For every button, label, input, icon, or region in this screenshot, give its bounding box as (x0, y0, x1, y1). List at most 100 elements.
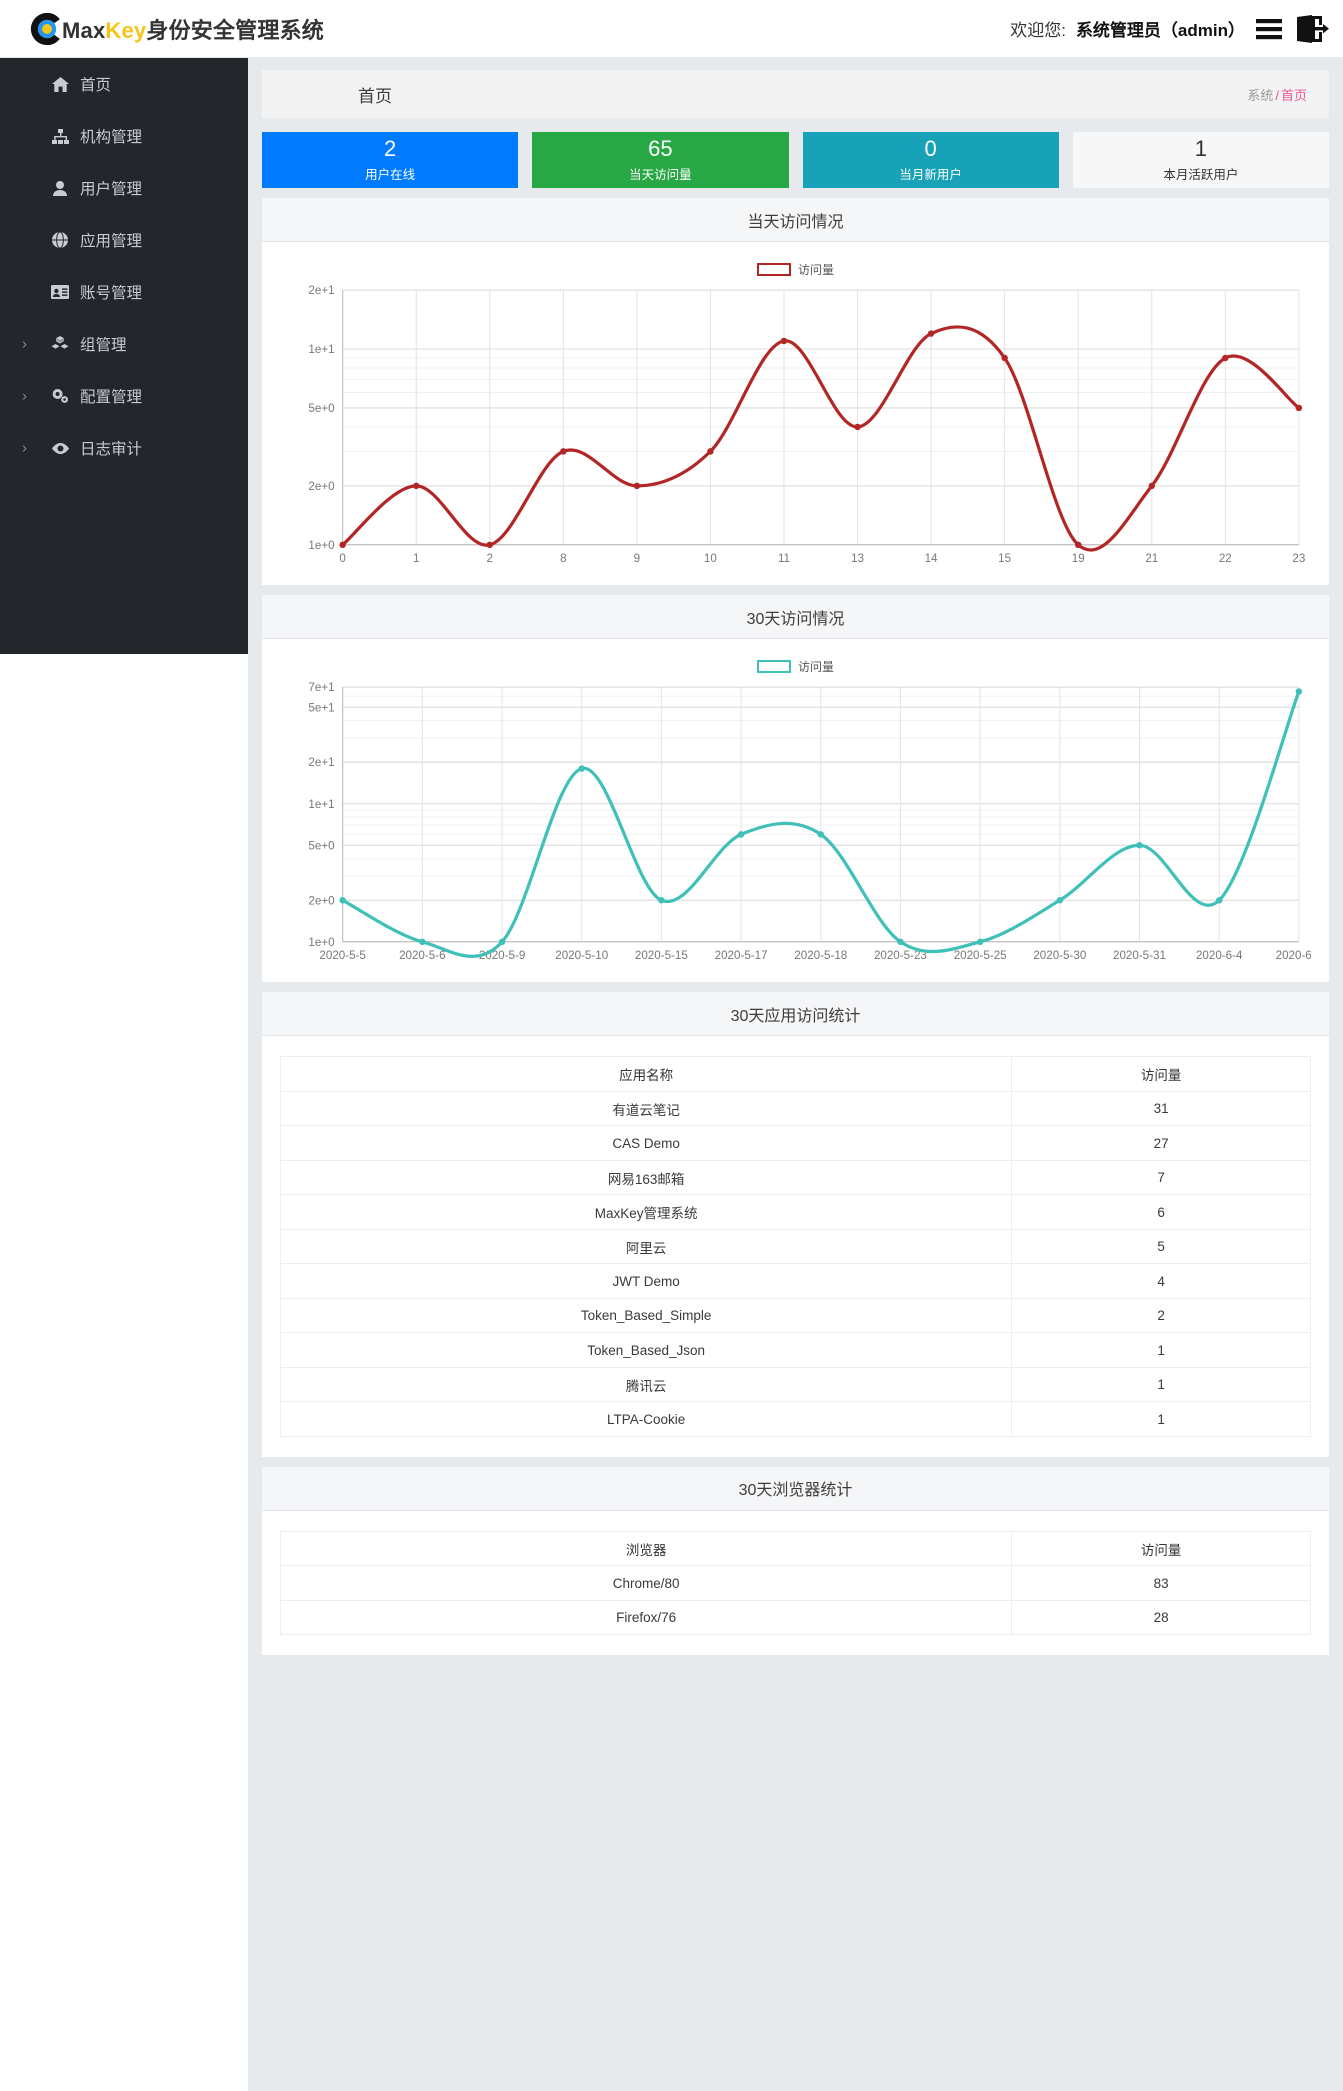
chart-canvas-month: 1e+0 2e+0 5e+0 1e+1 2e+1 5e+1 7e+1 2020-5-5 2020… (308, 681, 1311, 962)
table-cell: 1 (1011, 1332, 1311, 1368)
table-header-cell: 访问量 (1011, 1056, 1311, 1092)
svg-text:2020-5-6: 2020-5-6 (399, 949, 445, 962)
table-cell: Token_Based_Json (279, 1332, 1013, 1368)
svg-text:2020-5-30: 2020-5-30 (1033, 949, 1086, 962)
home-icon (49, 74, 71, 94)
table-cell: CAS Demo (279, 1125, 1013, 1161)
legend-label-today: 访问量 (797, 262, 834, 277)
table-row: Firefox/76 28 (279, 1599, 1311, 1636)
sidebar-item-account[interactable]: 账号管理 (0, 266, 248, 318)
id-card-icon (49, 282, 71, 302)
table-cell: 阿里云 (279, 1228, 1013, 1265)
table-row: 有道云笔记 31 (279, 1090, 1311, 1127)
table-header-cell: 访问量 (1011, 1530, 1311, 1567)
panel-title-browser-stats: 30天浏览器统计 (262, 1466, 1329, 1511)
sidebar-item-org[interactable]: 机构管理 (0, 110, 248, 162)
table-cell: 网易163邮箱 (279, 1159, 1013, 1196)
svg-text:0: 0 (339, 552, 345, 565)
logout-icon[interactable] (1295, 14, 1329, 43)
chevron-right-icon-config[interactable]: › (22, 387, 27, 405)
table-cell: 31 (1011, 1090, 1311, 1127)
svg-text:11: 11 (778, 552, 790, 565)
legend-swatch-month (756, 659, 791, 673)
svg-text:2e+1: 2e+1 (308, 756, 334, 769)
stat-card-today-visits[interactable]: 65 当天访问量 (532, 132, 789, 188)
table-cell: MaxKey管理系统 (279, 1194, 1013, 1230)
app-visit-table: 应用名称 访问量 有道云笔记 31 CAS Demo 27 网易163邮箱 7 MaxKey管理… (279, 1056, 1311, 1437)
stat-card-new-users[interactable]: 0 当月新用户 (802, 132, 1059, 188)
table-row: 网易163邮箱 7 (279, 1159, 1311, 1196)
sidebar-item-audit[interactable]: › 日志审计 (0, 422, 248, 474)
table-row: Token_Based_Json 1 (279, 1332, 1311, 1368)
chart-legend-today[interactable]: 访问量 (280, 256, 1311, 282)
legend-label-month: 访问量 (797, 659, 834, 674)
svg-text:19: 19 (1072, 552, 1085, 565)
breadcrumb-current: 首页 (1280, 87, 1307, 103)
stat-card-active-users[interactable]: 1 本月活跃用户 (1072, 132, 1329, 188)
gears-icon (49, 386, 71, 406)
stat-card-row: 2 用户在线 65 当天访问量 0 当月新用户 1 本月活跃用户 (262, 132, 1329, 188)
hamburger-icon[interactable] (1255, 16, 1285, 42)
table-cell: 83 (1011, 1565, 1311, 1601)
table-header-cell: 浏览器 (279, 1530, 1013, 1567)
sidebar-label-org: 机构管理 (80, 129, 143, 146)
table-header-cell: 应用名称 (279, 1056, 1013, 1092)
browser-visit-table: 浏览器 访问量 Chrome/80 83 Firefox/76 28 (279, 1530, 1311, 1636)
table-row: Token_Based_Simple 2 (279, 1297, 1311, 1334)
svg-text:2020-5-9: 2020-5-9 (479, 949, 525, 962)
sidebar-nav: 首页 机构管理 用户管 (0, 58, 248, 654)
table-cell: 28 (1011, 1599, 1311, 1636)
svg-text:1: 1 (413, 552, 419, 565)
chart-canvas-today: 1e+0 2e+0 5e+0 1e+1 2e+1 0 1 2 8 9 10 11 13 14 15 19 21 2… (308, 284, 1305, 565)
table-cell: 27 (1011, 1125, 1311, 1161)
panel-month-visits: 30天访问情况 访问量 1e+0 2e+0 5e+0 1e+1 2e+1 5e+1 7e+1… (262, 595, 1329, 983)
stat-value-today-visits: 65 (648, 136, 673, 162)
chart-today-visits[interactable]: 访问量 1e+0 2e+0 5e+0 1e+1 2e+1 0 1 2 8 9 10 11 13 14 15 1… (280, 256, 1311, 575)
brand-max: Max (62, 17, 106, 43)
svg-text:5e+0: 5e+0 (308, 839, 334, 852)
header-right-area: 欢迎您: 系统管理员（admin） (1010, 14, 1329, 43)
svg-text:2020-5-23: 2020-5-23 (874, 949, 927, 962)
svg-text:13: 13 (851, 552, 864, 565)
panel-body-month-visits: 访问量 1e+0 2e+0 5e+0 1e+1 2e+1 5e+1 7e+1 2020-5-5… (262, 639, 1329, 983)
cubes-icon (49, 334, 71, 354)
stat-card-online-users[interactable]: 2 用户在线 (262, 132, 519, 188)
svg-text:2e+0: 2e+0 (308, 480, 334, 493)
table-row: Chrome/80 83 (279, 1565, 1311, 1601)
sitemap-icon (49, 126, 71, 146)
user-icon (49, 178, 71, 198)
sidebar-label-group: 组管理 (80, 337, 127, 354)
table-cell: 有道云笔记 (279, 1090, 1013, 1127)
chart-month-visits[interactable]: 访问量 1e+0 2e+0 5e+0 1e+1 2e+1 5e+1 7e+1 2020-5-5… (280, 653, 1311, 972)
stat-label-active-users: 本月活跃用户 (1163, 167, 1239, 182)
sidebar-item-config[interactable]: › 配置管理 (0, 370, 248, 422)
svg-text:23: 23 (1292, 552, 1305, 565)
svg-text:9: 9 (634, 552, 640, 565)
svg-text:1e+0: 1e+0 (308, 936, 334, 949)
table-row: JWT Demo 4 (279, 1263, 1311, 1299)
stat-value-online-users: 2 (384, 136, 397, 162)
svg-text:2e+1: 2e+1 (308, 284, 334, 297)
svg-text:10: 10 (704, 552, 717, 565)
table-cell: 腾讯云 (279, 1366, 1013, 1403)
chevron-right-icon-audit[interactable]: › (22, 439, 27, 457)
brand-logo-area[interactable]: MaxKey身份安全管理系统 (28, 10, 324, 48)
chevron-right-icon-group[interactable]: › (22, 335, 27, 353)
chart-legend-month[interactable]: 访问量 (280, 653, 1311, 679)
breadcrumb-system[interactable]: 系统 (1247, 87, 1274, 103)
table-cell: 1 (1011, 1366, 1311, 1403)
panel-body-app-stats: 应用名称 访问量 有道云笔记 31 CAS Demo 27 网易163邮箱 7 MaxKey管理… (262, 1036, 1329, 1457)
svg-text:1e+1: 1e+1 (308, 798, 334, 811)
panel-title-app-stats: 30天应用访问统计 (262, 992, 1329, 1037)
sidebar-label-user: 用户管理 (80, 181, 143, 198)
main-content: 首页 系统 / 首页 2 用户在线 65 当天访问量 0 当月新用户 1 本月活跃用… (248, 58, 1343, 2091)
sidebar-item-home[interactable]: 首页 (0, 58, 248, 110)
table-cell: 6 (1011, 1194, 1311, 1230)
brand-key: Key (105, 17, 147, 43)
sidebar-item-group[interactable]: › 组管理 (0, 318, 248, 370)
welcome-label: 欢迎您: (1010, 21, 1066, 40)
sidebar-item-user[interactable]: 用户管理 (0, 162, 248, 214)
sidebar-label-app: 应用管理 (80, 233, 143, 250)
svg-text:8: 8 (560, 552, 566, 565)
sidebar-item-app[interactable]: 应用管理 (0, 214, 248, 266)
